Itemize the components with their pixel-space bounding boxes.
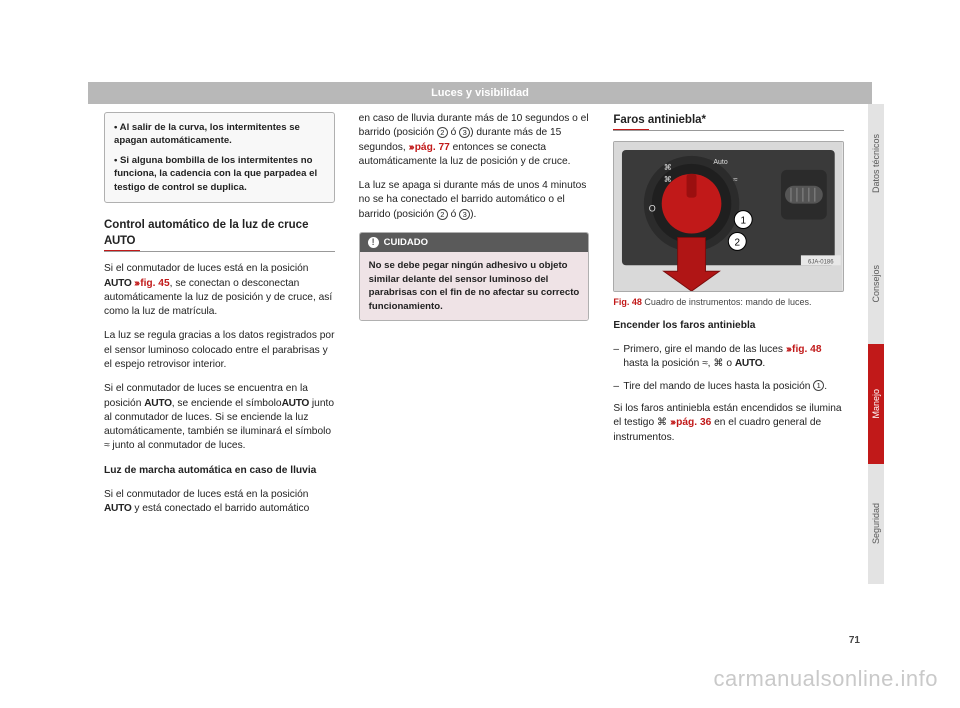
position-3-icon: 3 — [459, 127, 470, 138]
section-title: Luces y visibilidad — [431, 87, 529, 99]
foglight-indicator-icon: ⌘ — [657, 417, 667, 428]
side-tabs: Datos técnicos Consejos Manejo Seguridad — [868, 104, 884, 584]
column-1: • Al salir de la curva, los intermitente… — [104, 112, 335, 628]
para-3: Si el conmutador de luces se encuentra e… — [104, 382, 335, 453]
caution-title: CUIDADO — [384, 236, 428, 249]
subhead-fog-on: Encender los faros antiniebla — [613, 319, 844, 333]
position-3-icon: 3 — [459, 209, 470, 220]
heading-line-1: Control automático de la luz de cruce — [104, 219, 308, 231]
figure-48: ⌘ ⌘ Auto ≈ O 1 2 6JA — [613, 141, 844, 292]
warning-icon: ! — [368, 237, 379, 248]
ref-pag-36: pág. 36 — [676, 417, 711, 428]
section-header: Luces y visibilidad — [88, 82, 872, 104]
para-1: Si el conmutador de luces está en la pos… — [104, 262, 335, 319]
caution-box: ! CUIDADO No se debe pegar ningún adhesi… — [359, 232, 590, 321]
caution-header: ! CUIDADO — [360, 233, 589, 252]
tab-datos-tecnicos[interactable]: Datos técnicos — [868, 104, 884, 224]
para-2: La luz se regula gracias a los datos reg… — [104, 329, 335, 372]
svg-text:⌘: ⌘ — [664, 175, 672, 184]
para-6: La luz se apaga si durante más de unos 4… — [359, 179, 590, 222]
tab-manejo[interactable]: Manejo — [868, 344, 884, 464]
note-bullet-1: • Al salir de la curva, los intermitente… — [114, 121, 325, 148]
heading-auto-cruce: Control automático de la luz de cruce AU… — [104, 217, 335, 252]
list-item-1: Primero, gire el mando de las luces fig.… — [613, 343, 844, 372]
svg-text:2: 2 — [735, 237, 741, 248]
svg-text:⌘: ⌘ — [664, 163, 672, 172]
list-item-2: Tire del mando de luces hasta la posició… — [613, 380, 844, 394]
position-2-icon: 2 — [437, 127, 448, 138]
ref-pag-77: pág. 77 — [415, 142, 450, 153]
para-4: Si el conmutador de luces está en la pos… — [104, 488, 335, 517]
heading-line-2: AUTO — [104, 233, 335, 249]
caution-body: No se debe pegar ningún adhesivo u objet… — [360, 252, 589, 320]
page: Luces y visibilidad Datos técnicos Conse… — [0, 0, 960, 708]
column-3: Faros antiniebla* — [613, 112, 844, 628]
para-5: en caso de lluvia durante más de 10 segu… — [359, 112, 590, 169]
subhead-rain: Luz de marcha automática en caso de lluv… — [104, 464, 335, 478]
column-2: en caso de lluvia durante más de 10 segu… — [359, 112, 590, 628]
svg-text:≈: ≈ — [734, 175, 739, 184]
svg-text:O: O — [649, 204, 656, 214]
watermark: carmanualsonline.info — [713, 666, 938, 692]
svg-text:Auto: Auto — [714, 159, 728, 166]
svg-text:6JA-0186: 6JA-0186 — [808, 259, 834, 265]
foglight-symbol-icon: ⌘ — [713, 358, 723, 369]
figure-caption: Fig. 48 Cuadro de instrumentos: mando de… — [613, 296, 844, 309]
tab-consejos[interactable]: Consejos — [868, 224, 884, 344]
svg-text:1: 1 — [741, 216, 747, 227]
note-box: • Al salir de la curva, los intermitente… — [104, 112, 335, 203]
tab-seguridad[interactable]: Seguridad — [868, 464, 884, 584]
light-control-illustration: ⌘ ⌘ Auto ≈ O 1 2 6JA — [614, 142, 843, 291]
ref-fig-48: fig. 48 — [792, 344, 821, 355]
heading-fog-lights: Faros antiniebla* — [613, 112, 844, 131]
para-7: Si los faros antiniebla están encendidos… — [613, 402, 844, 445]
position-2-icon: 2 — [437, 209, 448, 220]
page-number: 71 — [849, 635, 860, 646]
ref-fig-45: fig. 45 — [140, 278, 169, 289]
position-1-icon: 1 — [813, 380, 824, 391]
note-bullet-2: • Si alguna bombilla de los intermitente… — [114, 154, 325, 194]
content: • Al salir de la curva, los intermitente… — [104, 112, 844, 628]
